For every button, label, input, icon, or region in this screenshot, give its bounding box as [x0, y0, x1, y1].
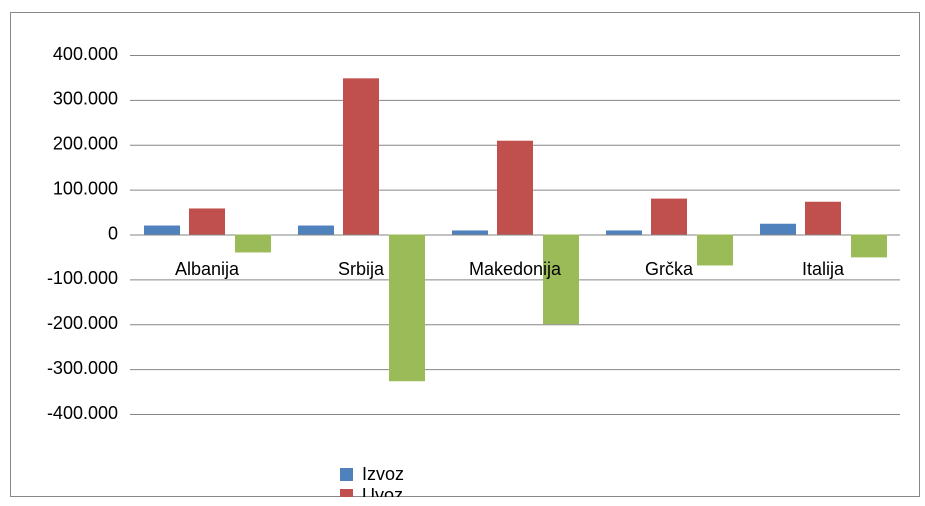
y-tick-label: 400.000 [53, 44, 118, 64]
x-tick-label: Makedonija [469, 259, 562, 279]
bar [235, 234, 271, 253]
x-tick-label: Grčka [645, 259, 694, 279]
bar [697, 234, 733, 266]
bar [452, 230, 488, 235]
y-tick-label: 100.000 [53, 178, 118, 198]
bar [760, 223, 796, 235]
bar [298, 225, 334, 235]
y-tick-label: 300.000 [53, 89, 118, 109]
x-tick-label: Italija [802, 259, 845, 279]
bar [651, 198, 687, 235]
bar [606, 230, 642, 235]
x-tick-label: Srbija [338, 259, 385, 279]
bar [805, 201, 841, 235]
bar [189, 208, 225, 235]
chart-frame [10, 12, 920, 497]
y-tick-label: -300.000 [47, 358, 118, 378]
y-tick-label: -200.000 [47, 313, 118, 333]
bar [851, 234, 887, 258]
legend-label: Izvoz [362, 464, 404, 484]
bar [497, 140, 533, 235]
bar [343, 78, 379, 235]
y-tick-label: -100.000 [47, 268, 118, 288]
legend-swatch [340, 489, 353, 497]
x-tick-label: Albanija [175, 259, 240, 279]
y-tick-label: 0 [108, 223, 118, 243]
bar [543, 234, 579, 325]
plot: -400.000 -300.000 -200.000 -100.000 0 100.000… [47, 44, 900, 505]
bar [389, 234, 425, 382]
y-tick-label: -400.000 [47, 403, 118, 423]
y-tick-label: 200.000 [53, 134, 118, 154]
legend-label: Uvoz [362, 485, 403, 505]
legend-swatch [340, 468, 353, 481]
bar [144, 225, 180, 235]
